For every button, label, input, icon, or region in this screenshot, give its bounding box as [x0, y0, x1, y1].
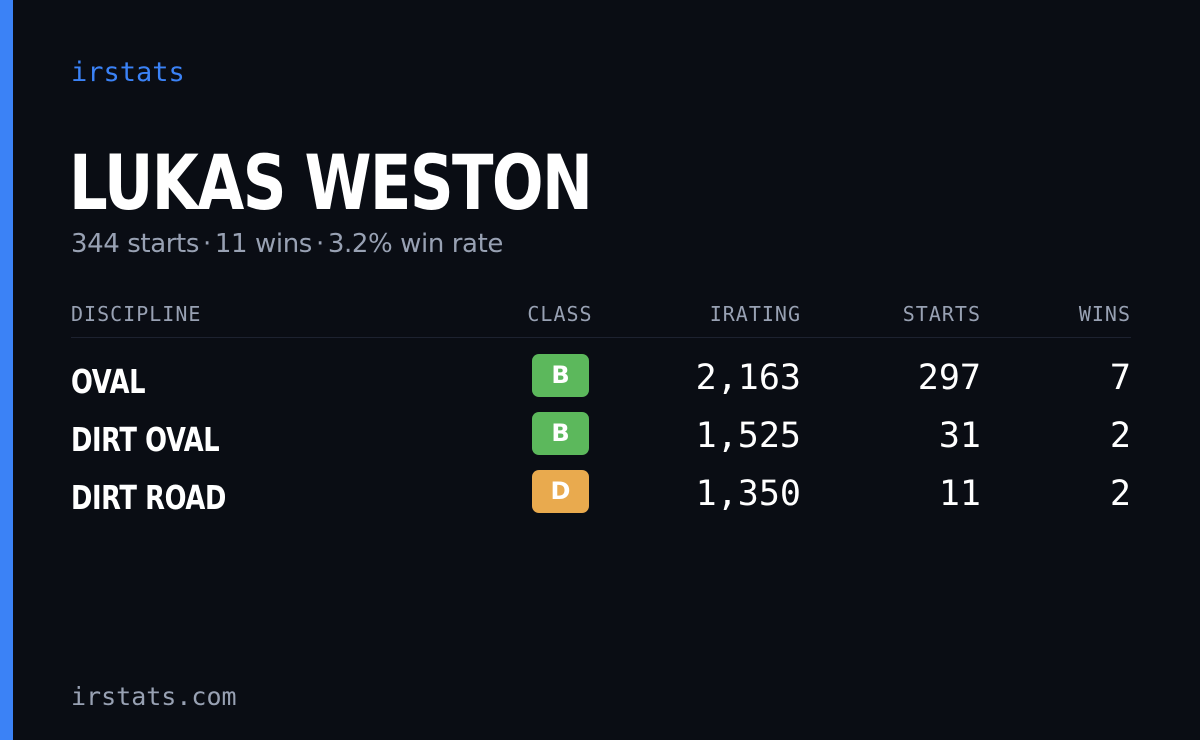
irating-value: 1,350 [695, 474, 801, 514]
driver-summary: 344 starts · 11 wins · 3.2% win rate [71, 227, 503, 261]
header-discipline: DISCIPLINE [71, 302, 202, 326]
class-cell: D [532, 470, 589, 513]
discipline-name: DIRT ROAD [71, 478, 226, 517]
summary-separator: · [203, 229, 211, 259]
table-header: DISCIPLINE CLASS IRATING STARTS WINS [71, 300, 1131, 338]
footer-url[interactable]: irstats.com [71, 682, 237, 711]
header-class: CLASS [527, 302, 593, 326]
class-badge: B [532, 412, 589, 455]
discipline-name: OVAL [71, 362, 146, 401]
wins-value: 2 [1109, 474, 1131, 514]
header-starts: STARTS [902, 302, 981, 326]
driver-name: LUKAS WESTON [69, 138, 593, 227]
header-irating: IRATING [709, 302, 801, 326]
table-body: OVAL B 2,163 297 7 DIRT OVAL B 1,525 31 … [71, 354, 1131, 528]
win-rate-summary: 3.2% win rate [327, 229, 504, 259]
wins-summary: 11 wins [214, 229, 312, 259]
class-cell: B [532, 412, 589, 455]
class-badge: D [532, 470, 589, 513]
irating-value: 1,525 [695, 416, 801, 456]
discipline-name: DIRT OVAL [71, 420, 220, 459]
starts-value: 31 [938, 416, 981, 456]
wins-value: 7 [1109, 358, 1131, 398]
table-row: DIRT OVAL B 1,525 31 2 [71, 412, 1131, 470]
header-wins: WINS [1078, 302, 1131, 326]
irating-value: 2,163 [695, 358, 801, 398]
table-row: OVAL B 2,163 297 7 [71, 354, 1131, 412]
starts-value: 11 [938, 474, 981, 514]
starts-summary: 344 starts [71, 229, 199, 259]
wins-value: 2 [1109, 416, 1131, 456]
accent-bar [0, 0, 13, 740]
starts-value: 297 [917, 358, 981, 398]
class-badge: B [532, 354, 589, 397]
summary-separator: · [315, 229, 324, 259]
class-cell: B [532, 354, 589, 397]
table-row: DIRT ROAD D 1,350 11 2 [71, 470, 1131, 528]
discipline-stats-table: DISCIPLINE CLASS IRATING STARTS WINS OVA… [71, 300, 1131, 517]
brand-logo[interactable]: irstats [71, 57, 185, 88]
